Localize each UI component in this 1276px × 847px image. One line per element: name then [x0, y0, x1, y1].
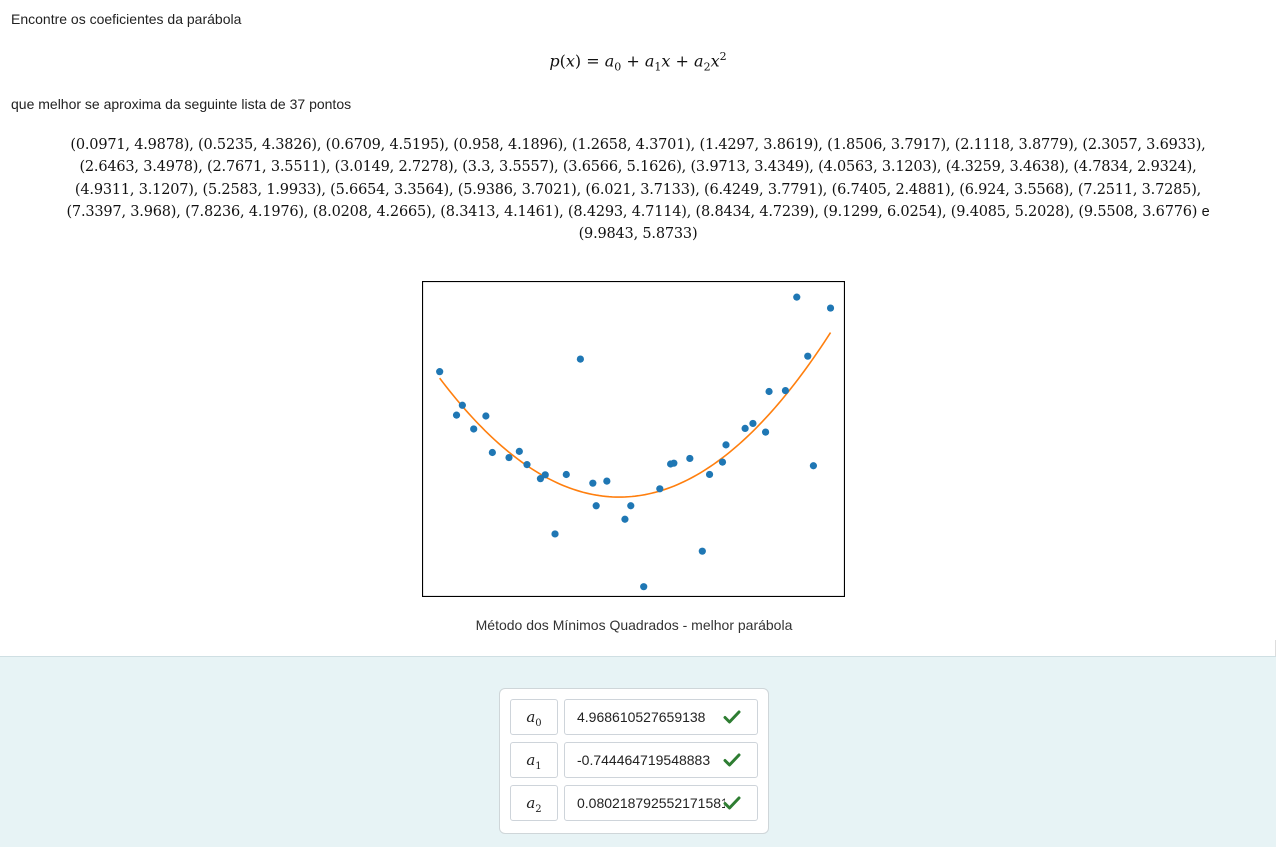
scatter-point — [627, 502, 635, 510]
coef-value-a0: 4.968610527659138 — [577, 709, 706, 725]
chart-caption: Método dos Mínimos Quadrados - melhor pa… — [475, 617, 793, 633]
scatter-point — [621, 515, 629, 523]
scatter-point — [551, 530, 559, 538]
scatter-point — [592, 502, 600, 510]
scatter-point — [541, 471, 549, 479]
coef-label-a2: a2 — [510, 785, 558, 821]
points-line: (2.6463, 3.4978), (2.7671, 3.5511), (3.0… — [79, 159, 1197, 176]
coef-input-a2[interactable]: 0.080218792552171581 — [564, 785, 758, 821]
scatter-point — [515, 447, 523, 455]
scatter-point — [562, 470, 570, 479]
chart-frame — [422, 281, 845, 597]
scatter-point — [640, 583, 648, 591]
parabola-formula: p(x) = a0 + a1x + a2x2 — [549, 50, 727, 74]
scatter-point — [436, 368, 444, 376]
coef-input-a1[interactable]: -0.744464719548883 — [564, 742, 758, 778]
scatter-point — [718, 458, 727, 466]
scatter-point — [505, 453, 513, 462]
scatter-point — [576, 355, 584, 363]
scatter-point — [809, 462, 818, 470]
points-list: (0.0971, 4.9878), (0.5235, 4.3826), (0.6… — [60, 134, 1216, 245]
scatter-point — [589, 479, 597, 487]
fit-curve-layer — [439, 332, 832, 498]
answer-row-a1: a1 -0.744464719548883 — [510, 742, 758, 778]
scatter-point — [793, 293, 801, 301]
chart-svg — [422, 281, 845, 597]
scatter-point — [826, 304, 835, 312]
scatter-point — [488, 448, 496, 457]
scatter-point — [670, 459, 678, 467]
formula-lhs: p(x) — [549, 51, 582, 71]
scatter-point — [804, 352, 812, 360]
points-line: (4.9311, 3.1207), (5.2583, 1.9933), (5.6… — [74, 181, 1202, 198]
points-conjunction: e — [1201, 203, 1210, 220]
points-line: (9.9843, 5.8733) — [578, 226, 698, 243]
coef-value-a1: -0.744464719548883 — [577, 752, 711, 768]
points-line: (7.3397, 3.968), (7.8236, 4.1976), (8.02… — [66, 203, 1210, 220]
scatter-point — [761, 428, 770, 436]
scatter-point — [698, 547, 706, 555]
scatter-point — [749, 419, 757, 428]
least-squares-chart — [422, 281, 845, 597]
coef-label-a1: a1 — [510, 742, 558, 778]
scatter-point — [470, 425, 478, 433]
answer-row-a0: a0 4.968610527659138 — [510, 699, 758, 735]
intro-text: Encontre os coeficientes da parábola — [11, 11, 242, 27]
question-panel: Encontre os coeficientes da parábola p(x… — [11, 11, 1276, 658]
scatter-point — [722, 441, 730, 449]
check-icon — [723, 796, 741, 810]
scatter-point — [482, 412, 490, 420]
check-icon — [723, 753, 741, 767]
scatter-point — [603, 477, 611, 485]
check-icon — [723, 710, 741, 724]
scatter-points-layer — [436, 293, 835, 591]
scatter-point — [765, 387, 773, 396]
scatter-point — [656, 485, 664, 493]
coef-value-a2: 0.080218792552171581 — [577, 795, 725, 811]
answer-box: a0 4.968610527659138 a1 -0.7444647195488… — [499, 688, 769, 834]
scatter-point — [741, 424, 749, 432]
scatter-point — [458, 401, 466, 409]
coef-input-a0[interactable]: 4.968610527659138 — [564, 699, 758, 735]
fit-curve — [439, 332, 832, 498]
coef-label-a0: a0 — [510, 699, 558, 735]
scatter-point — [781, 387, 790, 395]
points-line: (0.0971, 4.9878), (0.5235, 4.3826), (0.6… — [70, 137, 1206, 153]
scatter-point — [523, 461, 531, 469]
points-intro-text: que melhor se aproxima da seguinte lista… — [11, 96, 352, 112]
formula-equals: = — [586, 51, 600, 71]
answer-area: a0 4.968610527659138 a1 -0.7444647195488… — [0, 656, 1276, 847]
scatter-point — [536, 475, 545, 483]
answer-row-a2: a2 0.080218792552171581 — [510, 785, 758, 821]
scatter-point — [705, 470, 714, 479]
scatter-point — [452, 411, 461, 419]
scatter-point — [686, 454, 694, 463]
